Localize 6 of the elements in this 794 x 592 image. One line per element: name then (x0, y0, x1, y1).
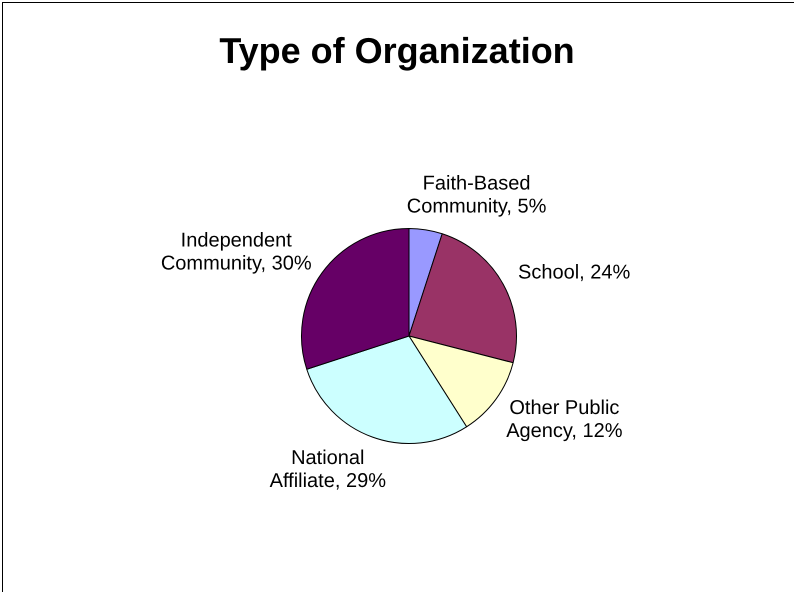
slice-label: National Affiliate, 29% (270, 447, 386, 492)
slice-label: Faith-Based Community, 5% (406, 172, 547, 218)
slice-label: Independent Community, 30% (160, 229, 312, 274)
chart-title: Type of Organization (218, 30, 576, 72)
slice-label: School, 24% (518, 261, 631, 284)
slice-label: Other Public Agency, 12% (506, 396, 623, 442)
